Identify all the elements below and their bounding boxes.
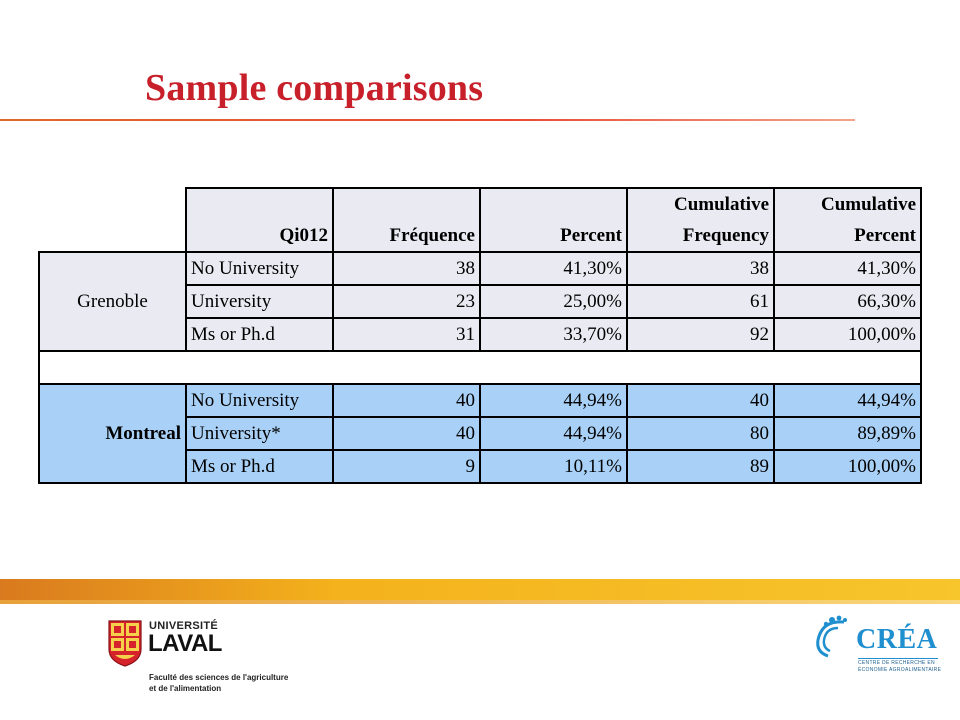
laval-faculty-line1: Faculté des sciences de l'agriculture [149, 673, 289, 682]
crea-subtitle-line2: ÉCONOMIE AGROALIMENTAIRE [858, 667, 942, 673]
header-frequency: Fréquence [332, 187, 481, 253]
percent-cell: 33,70% [479, 317, 628, 352]
header-percent: Percent [479, 187, 628, 253]
laval-logo-line1: UNIVERSITÉ [149, 620, 219, 632]
cumulative-frequency-cell: 40 [626, 383, 775, 418]
footer-color-band-lower [0, 600, 960, 604]
education-level-cell: No University [185, 251, 334, 286]
crea-logo: CRÉA CENTRE DE RECHERCHE EN ÉCONOMIE AGR… [808, 612, 941, 682]
header-corner [39, 188, 187, 253]
frequency-cell: 40 [332, 416, 481, 451]
cumulative-frequency-cell: 80 [626, 416, 775, 451]
group-separator [38, 350, 922, 385]
education-level-cell: Ms or Ph.d [185, 449, 334, 484]
cumulative-frequency-cell: 38 [626, 251, 775, 286]
frequency-cell: 31 [332, 317, 481, 352]
cumulative-frequency-cell: 89 [626, 449, 775, 484]
frequency-cell: 9 [332, 449, 481, 484]
education-level-cell: University* [185, 416, 334, 451]
frequency-cell: 23 [332, 284, 481, 319]
header-variable: Qi012 [185, 187, 334, 253]
cumulative-percent-cell: 44,94% [773, 383, 922, 418]
title-underline [0, 119, 855, 121]
footer-color-band [0, 579, 960, 600]
frequency-cell: 40 [332, 383, 481, 418]
cumulative-percent-cell: 41,30% [773, 251, 922, 286]
crea-subtitle-line1: CENTRE DE RECHERCHE EN [858, 660, 935, 666]
header-cumulative-frequency-line1: Cumulative [674, 194, 769, 215]
frequency-cell: 38 [332, 251, 481, 286]
table-row: Montreal No University 40 44,94% 40 44,9… [38, 383, 922, 484]
cumulative-percent-cell: 89,89% [773, 416, 922, 451]
laval-faculty-text: Faculté des sciences de l'agriculture et… [149, 672, 299, 694]
cumulative-percent-cell: 100,00% [773, 317, 922, 352]
laval-faculty-line2: et de l'alimentation [149, 684, 222, 693]
laval-crest-icon [108, 620, 142, 667]
table-header-row: Qi012 Fréquence Percent Cumulative Frequ… [39, 187, 922, 253]
percent-cell: 44,94% [479, 383, 628, 418]
education-level-cell: University [185, 284, 334, 319]
header-cumulative-percent-line2: Percent [854, 225, 916, 246]
table-row: Ms or Ph.d 9 10,11% 89 100,00% [39, 449, 922, 484]
city-cell-grenoble: Grenoble [38, 251, 187, 352]
percent-cell: 25,00% [479, 284, 628, 319]
crea-divider [858, 658, 938, 659]
education-level-cell: No University [185, 383, 334, 418]
cumulative-frequency-cell: 92 [626, 317, 775, 352]
comparison-table: Qi012 Fréquence Percent Cumulative Frequ… [38, 187, 922, 484]
percent-cell: 41,30% [479, 251, 628, 286]
table-row: Grenoble No University 38 41,30% 38 41,3… [38, 251, 922, 352]
header-cumulative-percent: Cumulative Percent [773, 187, 922, 253]
cumulative-percent-cell: 100,00% [773, 449, 922, 484]
crea-subtitle: CENTRE DE RECHERCHE EN ÉCONOMIE AGROALIM… [858, 660, 944, 674]
table-row: University 23 25,00% 61 66,30% [39, 284, 922, 319]
crea-swirl-icon [816, 615, 847, 658]
header-cumulative-frequency: Cumulative Frequency [626, 187, 775, 253]
universite-laval-logo: UNIVERSITÉ LAVAL Faculté des sciences de… [107, 619, 307, 699]
percent-cell: 10,11% [479, 449, 628, 484]
header-cumulative-percent-line1: Cumulative [821, 194, 916, 215]
cumulative-percent-cell: 66,30% [773, 284, 922, 319]
slide-title: Sample comparisons [145, 67, 484, 109]
percent-cell: 44,94% [479, 416, 628, 451]
table-row: Ms or Ph.d 31 33,70% 92 100,00% [39, 317, 922, 352]
laval-logo-line2: LAVAL [148, 630, 222, 657]
header-cumulative-frequency-line2: Frequency [682, 225, 769, 246]
education-level-cell: Ms or Ph.d [185, 317, 334, 352]
table-row: University* 40 44,94% 80 89,89% [39, 416, 922, 451]
city-cell-montreal: Montreal [38, 383, 187, 484]
crea-name: CRÉA [856, 624, 938, 655]
cumulative-frequency-cell: 61 [626, 284, 775, 319]
